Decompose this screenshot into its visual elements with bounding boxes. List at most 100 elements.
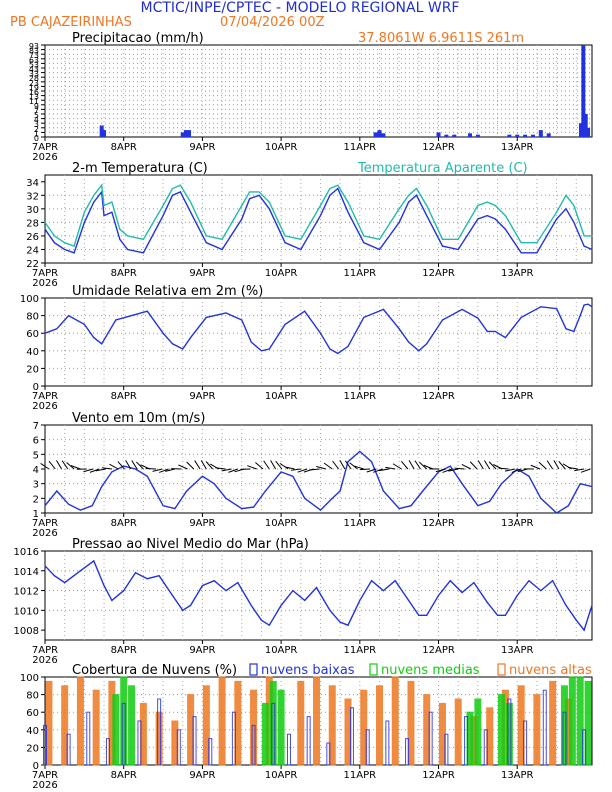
data-point — [516, 594, 518, 597]
precip-bar — [530, 134, 535, 137]
cloud-bar — [61, 685, 69, 766]
precip-bar — [578, 123, 583, 137]
x-tick-label: 8APR — [111, 268, 137, 279]
data-point — [186, 490, 188, 492]
wind-barb — [378, 468, 390, 472]
data-point — [426, 215, 428, 217]
data-point — [205, 242, 207, 244]
data-point — [339, 621, 341, 623]
y-tick-label: 0 — [33, 761, 39, 772]
wind-barb — [165, 468, 175, 472]
data-point — [284, 235, 286, 237]
precip-bar — [187, 130, 192, 137]
data-point — [179, 191, 181, 193]
panel-5: 1008 1010 1012 1014 1016 7APR 8APR 9APR 10APR 11A… — [14, 537, 593, 666]
plot-frame — [44, 174, 593, 264]
data-point — [382, 308, 385, 311]
cloud-bar — [208, 738, 213, 766]
y-tick-label: 22 — [26, 259, 39, 270]
wind-barb — [385, 466, 396, 470]
data-point — [127, 235, 129, 237]
data-point — [565, 604, 567, 606]
data-point — [162, 505, 164, 507]
wind-barb — [284, 466, 295, 470]
data-point — [410, 505, 412, 507]
data-point — [134, 572, 137, 574]
data-point — [486, 201, 488, 203]
series-line — [44, 187, 593, 254]
data-point — [56, 328, 58, 330]
cloud-bar — [86, 711, 91, 766]
wind-barb — [401, 461, 409, 470]
data-point — [53, 235, 56, 237]
data-point — [171, 343, 174, 345]
y-tick-label: 2 — [33, 494, 39, 505]
precip-bar — [507, 134, 512, 137]
cloud-bar — [202, 685, 210, 766]
y-tick-label: 1010 — [14, 606, 39, 617]
cloud-bar — [231, 711, 236, 766]
cloud-bar — [251, 724, 256, 766]
wind-barb — [205, 461, 214, 470]
cloud-bar — [365, 729, 370, 766]
data-point — [573, 221, 575, 223]
panel-title: 2-m Temperatura (C) — [72, 161, 208, 176]
data-point — [565, 328, 567, 330]
wind-barb — [477, 460, 484, 470]
data-point — [591, 486, 593, 488]
data-point — [555, 307, 558, 310]
data-point — [315, 586, 318, 589]
data-point — [280, 471, 282, 473]
cloud-bar — [286, 733, 291, 766]
plot-frame — [44, 550, 593, 641]
wind-barb — [504, 468, 515, 472]
wind-barb — [66, 462, 75, 470]
wind-barb — [309, 468, 320, 471]
x-tick-label: 9APR — [189, 142, 215, 153]
data-point — [378, 248, 381, 251]
data-point — [567, 505, 569, 507]
data-point — [536, 252, 538, 254]
wind-barb — [158, 468, 169, 473]
y-tick-label: 26 — [26, 232, 39, 243]
data-point — [241, 204, 243, 207]
cloud-bar — [507, 698, 512, 766]
y-tick-label: 73 — [29, 51, 39, 60]
wind-barb — [567, 466, 578, 470]
x-tick-label: 12APR — [422, 645, 455, 656]
data-point — [221, 248, 223, 251]
cloud-bar — [505, 702, 513, 766]
wind-barb — [83, 468, 94, 473]
data-point — [583, 235, 585, 237]
cloud-bar — [171, 720, 179, 766]
precip-bar — [581, 45, 586, 137]
cloud-bar — [444, 733, 449, 766]
wind-barb — [419, 461, 428, 470]
panel-2: 22 24 26 28 30 32 34 7APR 8APR 9APR 10APR 11APR 12AP… — [26, 161, 593, 289]
cloud-bar — [523, 720, 528, 766]
x-tick-label: 7APR — [32, 142, 58, 153]
x-tick-label: 11APR — [344, 391, 377, 402]
data-point — [268, 624, 270, 626]
data-point — [64, 242, 66, 244]
data-point — [258, 191, 260, 193]
data-point — [260, 350, 263, 352]
data-point — [540, 589, 542, 592]
data-point — [583, 629, 585, 631]
x-tick-label: 12APR — [422, 268, 455, 279]
data-point — [331, 497, 333, 499]
data-point — [260, 619, 263, 621]
y-tick-label: 5 — [33, 450, 39, 461]
panel-title: Umidade Relativa em 2m (%) — [72, 284, 263, 299]
cloud-bar — [542, 689, 547, 766]
x-tick-label: 9APR — [189, 391, 215, 402]
x-tick-label: 13APR — [501, 645, 534, 656]
x-tick-label: 10APR — [265, 518, 298, 529]
cloud-bar — [137, 720, 142, 766]
y-tick-label: 20 — [26, 743, 39, 754]
data-point — [304, 310, 306, 312]
data-point — [461, 483, 463, 485]
data-point — [190, 201, 192, 203]
cloud-bar — [76, 676, 84, 766]
data-point — [107, 332, 109, 334]
